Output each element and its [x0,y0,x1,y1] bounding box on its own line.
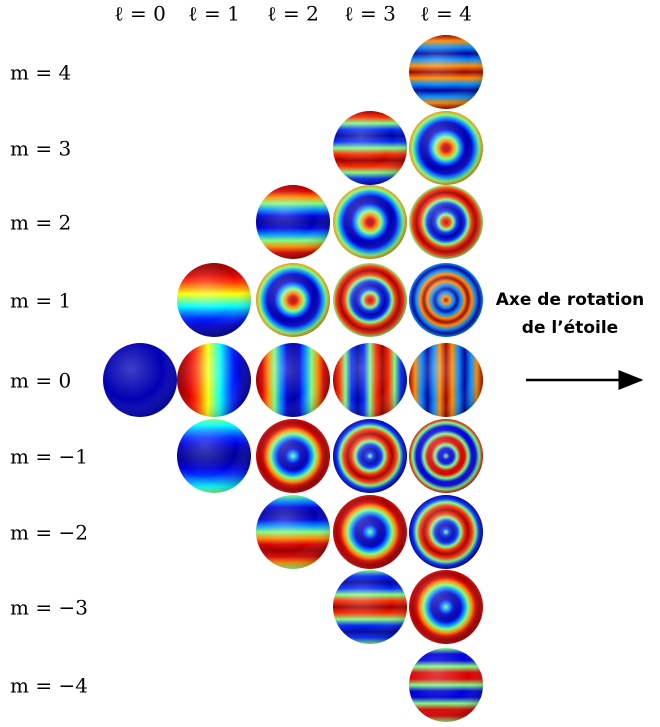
sphere-shading [409,570,483,644]
sphere-shading [333,570,407,644]
sphere-shading [256,495,330,569]
row-label: m = 4 [10,61,71,85]
sphere-shading [409,185,483,259]
sphere-shading [256,263,330,337]
column-label: ℓ = 3 [344,2,396,26]
column-label: ℓ = 1 [188,2,240,26]
row-label: m = 0 [10,369,71,393]
sphere-shading [333,343,407,417]
sphere-shading [333,495,407,569]
sphere-shading [333,185,407,259]
sphere-shading [409,648,483,722]
column-label: ℓ = 4 [420,2,472,26]
sphere-shading [409,263,483,337]
sphere-shading [177,419,251,493]
sphere-shading [409,111,483,185]
sphere-shading [256,419,330,493]
row-label: m = 1 [10,289,71,313]
sphere-shading [177,263,251,337]
row-label: m = −2 [10,521,88,545]
spheres [103,35,483,722]
row-label: m = 3 [10,137,71,161]
sphere-shading [409,35,483,109]
sphere-shading [333,263,407,337]
row-label: m = −1 [10,445,88,469]
sphere-shading [103,343,177,417]
sphere-shading [409,419,483,493]
sphere-shading [333,111,407,185]
sphere-shading [177,343,251,417]
column-label: ℓ = 0 [114,2,166,26]
sphere-shading [256,343,330,417]
sphere-shading [409,343,483,417]
row-label: m = −3 [10,596,88,620]
row-label: m = −4 [10,674,88,698]
column-label: ℓ = 2 [267,2,319,26]
sphere-shading [333,419,407,493]
sphere-shading [256,185,330,259]
sphere-shading [409,495,483,569]
annotation-line: Axe de rotation [496,290,645,310]
annotation-line: de l’étoile [522,318,618,338]
row-label: m = 2 [10,211,71,235]
